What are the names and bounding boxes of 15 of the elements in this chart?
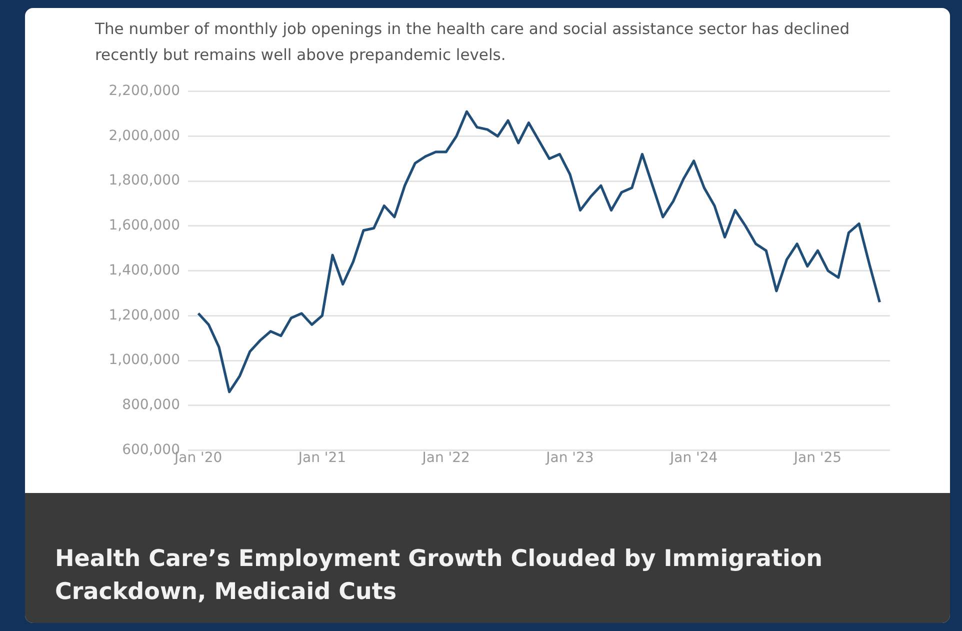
x-tick-label: Jan '23 [545,450,594,466]
text: Health Care’s Employment Growth Clouded by Immigration Crackdown, Medicaid Cuts [55,545,824,607]
x-tick-label: Jan '21 [297,450,346,466]
y-tick-label: 1,000,000 [108,352,180,368]
y-tick-label: 1,200,000 [108,307,180,324]
x-tick-label: Jan '24 [669,450,718,466]
y-tick-label: 1,800,000 [108,172,180,189]
y-tick-label: 1,400,000 [108,262,180,278]
x-tick-label: Jan '25 [792,450,842,466]
chart-subtitle: The number of monthly job openings in the health care and social assistance sector has declined recently but remains well above prepandemic levels. [95,19,851,66]
y-tick-label: 2,000,000 [108,128,180,144]
y-tick-label: 800,000 [122,396,180,413]
x-tick-label: Jan '22 [421,450,470,466]
y-tick-label: 1,600,000 [108,218,180,234]
y-tick-label: 2,200,000 [108,83,180,100]
